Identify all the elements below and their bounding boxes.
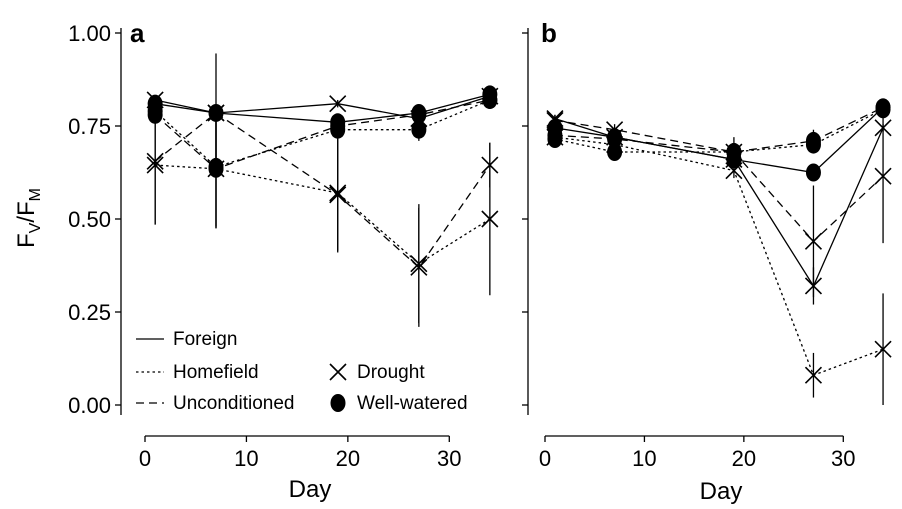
series-unconditioned-wellwatered (147, 90, 498, 229)
data-point-wellwatered (805, 163, 821, 182)
series-homefield-wellwatered (547, 100, 891, 162)
legend-label-drought: Drought (357, 362, 425, 383)
plot-layer: 0.00 0.25 0.50 0.75 1.00 0 10 20 30 0 10 20 30 (68, 21, 892, 471)
series-foreign-wellwatered (147, 85, 498, 132)
series-homefield-drought (546, 128, 892, 405)
y-title-main2: F (13, 201, 40, 216)
y-tick-label: 0.50 (68, 207, 111, 232)
series-line (554, 108, 884, 153)
data-point-wellwatered (411, 120, 427, 139)
data-point-wellwatered (547, 126, 563, 145)
data-point-drought (804, 366, 823, 384)
data-point-drought (546, 111, 564, 129)
data-point-drought (874, 167, 892, 185)
panel-a: 0.00 0.25 0.50 0.75 1.00 0 10 20 30 (68, 21, 499, 471)
data-point-wellwatered (330, 117, 346, 135)
legend-label-homefield: Homefield (173, 362, 259, 383)
y-title-main1: F (13, 233, 40, 248)
data-point-drought (874, 340, 892, 358)
series-line (554, 106, 884, 153)
legend-label-unconditioned: Unconditioned (173, 393, 294, 414)
data-point-wellwatered (726, 143, 742, 162)
x-axis-title-a: Day (289, 476, 332, 503)
data-point-drought (146, 152, 164, 170)
data-point-wellwatered (411, 105, 427, 124)
x-tick-label: 20 (732, 446, 756, 471)
data-point-drought (725, 162, 743, 180)
data-point-wellwatered (208, 159, 224, 178)
legend-marker-wellwatered (330, 394, 346, 412)
data-point-drought (329, 95, 347, 113)
series-foreign-drought (546, 109, 892, 305)
x-tick-label: 0 (539, 446, 551, 471)
x-tick-label: 10 (632, 446, 656, 471)
data-point-drought (410, 258, 428, 276)
x-axis-title-b: Day (700, 478, 743, 504)
y-tick-label: 0.00 (68, 393, 111, 418)
panel-a-label: a (130, 18, 145, 48)
x-tick-label: 0 (139, 446, 151, 471)
legend-marker-drought (329, 363, 347, 381)
data-point-wellwatered (147, 105, 163, 124)
series-line (155, 93, 491, 123)
x-tick-label: 30 (831, 446, 855, 471)
series-unconditioned-drought (146, 53, 499, 327)
series-homefield-drought (146, 105, 499, 324)
x-tick-label: 10 (234, 446, 258, 471)
y-tick-label: 0.75 (68, 114, 111, 139)
data-point-drought (804, 232, 823, 250)
series-foreign-wellwatered (547, 98, 891, 182)
series-line (554, 106, 884, 174)
data-point-wellwatered (805, 131, 821, 150)
data-point-wellwatered (607, 143, 623, 162)
legend: Foreign Homefield Unconditioned Drought Well… (136, 329, 468, 414)
y-title-slash: / (13, 216, 40, 223)
y-title-sub2: M (27, 188, 44, 201)
series-homefield-wellwatered (147, 90, 498, 227)
data-point-drought (481, 156, 499, 174)
x-tick-label: 30 (437, 446, 461, 471)
panel-b: 0 10 20 30 (522, 28, 892, 471)
x-tick-label: 20 (336, 446, 360, 471)
data-point-drought (481, 210, 499, 228)
data-point-drought (329, 186, 347, 204)
data-point-wellwatered (607, 130, 623, 149)
series-unconditioned-wellwatered (547, 98, 891, 167)
series-line (154, 112, 491, 269)
y-axis-title: FV/FM (13, 188, 44, 248)
series-line (554, 119, 884, 243)
data-point-wellwatered (875, 98, 891, 117)
legend-label-foreign: Foreign (173, 329, 237, 350)
y-title-sub1: V (27, 222, 44, 233)
y-tick-label: 1.00 (68, 21, 111, 46)
data-point-wellwatered (482, 90, 498, 109)
series-line (155, 164, 491, 265)
legend-label-wellwatered: Well-watered (357, 393, 468, 414)
y-tick-label: 0.25 (68, 300, 111, 325)
series-line (554, 136, 884, 377)
panel-b-label: b (541, 18, 557, 48)
